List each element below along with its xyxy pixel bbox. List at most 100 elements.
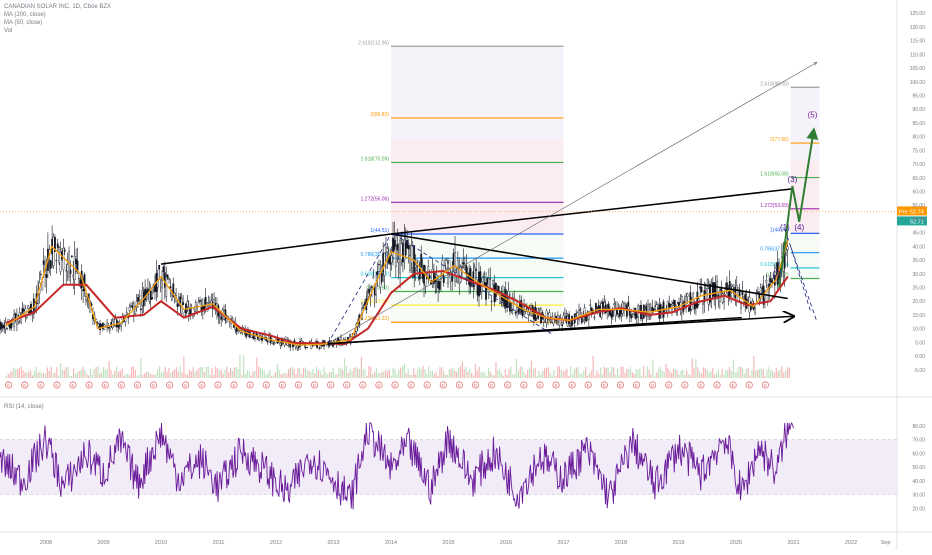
volume-bar — [459, 366, 462, 378]
price-tick-2: 5.00 — [915, 340, 925, 346]
volume-bar — [187, 374, 189, 378]
candle-body — [86, 300, 89, 302]
volume-bar — [650, 374, 652, 378]
candle-body — [673, 299, 676, 310]
earnings-marker — [729, 381, 737, 389]
volume-bar — [564, 370, 566, 378]
candle-body — [3, 324, 6, 329]
candle-body — [170, 293, 173, 301]
candle-body — [583, 307, 586, 318]
trendline-1 — [160, 233, 392, 265]
volume-bar — [160, 372, 163, 378]
candle-body — [578, 310, 580, 321]
volume-bar — [390, 375, 392, 378]
volume-bar — [654, 375, 656, 378]
ma200-legend[interactable]: MA (200, close) — [4, 12, 46, 18]
volume-bar — [585, 366, 587, 378]
time-tick-8: 2016 — [500, 540, 512, 546]
volume-bar — [484, 372, 486, 378]
candle-body — [735, 285, 738, 301]
volume-bar — [50, 366, 52, 378]
volume-bar — [319, 370, 321, 378]
volume-bar — [566, 368, 568, 378]
volume-bar — [351, 370, 353, 378]
candle-body — [148, 291, 151, 302]
wave-label-2: (3) — [787, 175, 797, 184]
time-tick-2: 2010 — [155, 540, 167, 546]
volume-bar — [349, 368, 351, 378]
volume-bar — [136, 375, 138, 378]
volume-bar — [336, 374, 338, 378]
volume-bar — [117, 371, 120, 378]
rsi-tick-2: 40.00 — [912, 479, 925, 485]
candle-body — [651, 306, 654, 312]
volume-bar — [444, 375, 447, 378]
earnings-marker-label: E — [297, 383, 300, 388]
volume-bar — [499, 368, 501, 378]
earnings-marker — [166, 381, 174, 389]
volume-bar — [685, 370, 688, 378]
volume-bar — [755, 370, 757, 378]
candle-body — [176, 303, 179, 307]
volume-bar — [788, 368, 790, 378]
volume-bar — [145, 371, 148, 378]
ma50-legend[interactable]: MA (50, close) — [4, 20, 43, 26]
volume-bar — [297, 367, 299, 378]
candle-body — [635, 313, 638, 319]
volume-bar — [611, 366, 613, 378]
volume-bar — [527, 369, 529, 378]
volume-bar — [314, 373, 316, 378]
candle-body — [438, 281, 441, 290]
volume-legend[interactable]: Vol — [4, 28, 13, 34]
earnings-marker-label: E — [394, 383, 397, 388]
rsi-legend[interactable]: RSI (14, close) — [4, 404, 44, 410]
earnings-marker-label: E — [555, 383, 558, 388]
volume-bar — [529, 367, 531, 378]
price-tick-22: 105.00 — [910, 66, 926, 72]
volume-bar — [119, 370, 121, 378]
volume-bar — [192, 367, 194, 378]
earnings-marker — [69, 381, 77, 389]
volume-bar — [553, 370, 555, 378]
candle-body — [440, 276, 442, 280]
candle-body — [409, 255, 411, 271]
volume-bar — [196, 370, 198, 378]
volume-bar — [448, 369, 450, 378]
earnings-marker-label: E — [635, 383, 638, 388]
price-tick-13: 60.00 — [912, 190, 925, 196]
volume-bar — [35, 366, 37, 378]
earnings-marker — [262, 381, 270, 389]
candle-body — [120, 324, 123, 327]
volume-bar — [478, 366, 480, 378]
volume-bar — [775, 367, 777, 378]
volume-bar — [84, 370, 86, 378]
candle-body — [740, 301, 742, 309]
volume-bar — [381, 372, 383, 378]
candle-body — [245, 332, 248, 337]
volume-bar — [575, 367, 577, 378]
candle-body — [42, 260, 45, 265]
axes-layer: -5.00 0.00 5.00 10.00 15.00 20.00 25.00 30.00 35… — [40, 11, 925, 546]
earnings-marker — [198, 381, 206, 389]
candle-body — [218, 314, 221, 317]
candle-body — [564, 313, 566, 317]
volume-bar — [177, 371, 179, 378]
earnings-marker — [520, 381, 528, 389]
fib-ext-1-level-label-4: 2.618(112.95) — [358, 40, 389, 46]
volume-bar — [370, 366, 372, 378]
earnings-marker-label: E — [732, 383, 735, 388]
symbol-line[interactable]: CANADIAN SOLAR INC, 1D, Cboe BZX — [4, 4, 112, 10]
candle-body — [595, 303, 597, 313]
candle-body — [168, 278, 170, 280]
candle-body — [468, 272, 471, 285]
volume-bar — [373, 371, 376, 378]
earnings-marker-label: E — [39, 383, 42, 388]
candle-body — [23, 309, 25, 312]
volume-bar — [138, 374, 140, 378]
volume-bar — [388, 369, 391, 378]
volume-bar — [102, 367, 105, 378]
volume-bar — [474, 363, 477, 378]
volume-bar — [295, 374, 297, 378]
candle-body — [410, 245, 413, 264]
earnings-marker — [214, 381, 222, 389]
